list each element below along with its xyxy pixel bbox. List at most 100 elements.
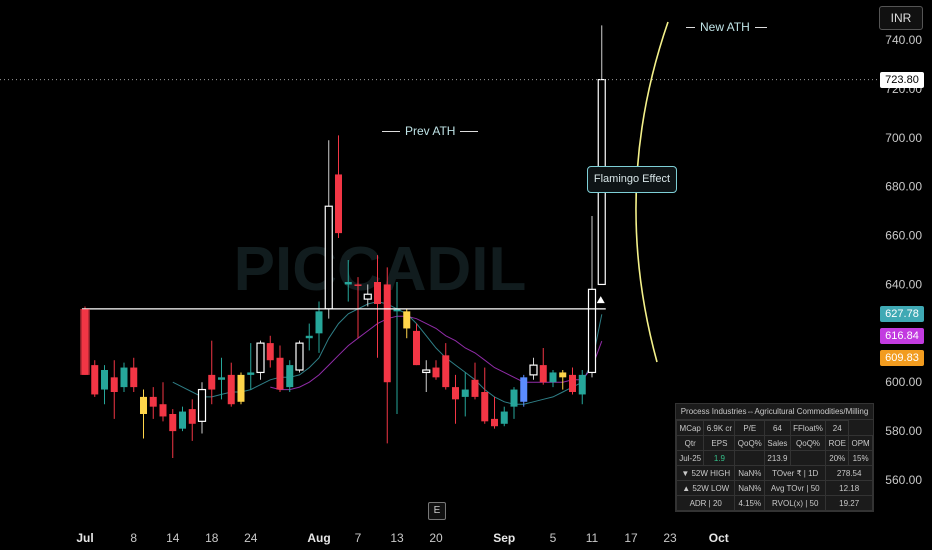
x-tick-label: 20 xyxy=(429,531,443,545)
candle-body xyxy=(461,389,469,397)
candle-body xyxy=(559,372,567,378)
candle xyxy=(597,25,606,286)
last-price-tag: 723.80 xyxy=(880,72,924,88)
prev-ath-label: Prev ATH xyxy=(377,124,483,138)
table-row: Qtr EPS QoQ% Sales QoQ% ROE OPM xyxy=(675,435,873,451)
overlays xyxy=(0,21,880,375)
currency-button[interactable]: INR xyxy=(879,6,923,30)
candle-body xyxy=(315,311,323,334)
candle-body xyxy=(140,396,147,414)
cell: 20% xyxy=(825,450,850,466)
candle xyxy=(587,216,597,378)
candle-body xyxy=(91,365,99,395)
candle xyxy=(374,255,381,358)
candle xyxy=(461,372,469,417)
candle xyxy=(110,360,118,419)
cell: ADR | 20 xyxy=(675,495,736,511)
y-tick-label: 680.00 xyxy=(885,180,922,194)
y-tick-label: 580.00 xyxy=(885,424,922,438)
cell: Sales xyxy=(764,435,791,451)
candle xyxy=(218,357,225,400)
y-tick-label: 600.00 xyxy=(885,375,922,389)
x-tick-label: Oct xyxy=(709,531,729,545)
y-tick-label: 560.00 xyxy=(885,473,922,487)
candle-body xyxy=(413,330,420,366)
cell: 12.18 xyxy=(825,480,873,496)
candle xyxy=(491,396,498,429)
cell: 19.27 xyxy=(825,495,873,511)
table-row: Jul-25 1.9 213.9 20% 15% xyxy=(675,450,873,466)
fundamentals-panel: Process Industries⇔Agricultural Commodit… xyxy=(675,403,874,512)
indicator-tag-2: 616.84 xyxy=(880,328,924,344)
cell: TOver ₹ | 1D xyxy=(764,465,827,481)
candle-body xyxy=(335,174,342,234)
candle-body xyxy=(256,342,265,374)
cell: 213.9 xyxy=(764,450,791,466)
candle xyxy=(159,382,167,422)
candle xyxy=(237,372,245,405)
cell: 278.54 xyxy=(825,465,873,481)
candle-body xyxy=(197,388,207,422)
candle xyxy=(197,382,207,434)
base-candle-highlight xyxy=(80,308,90,375)
candle xyxy=(256,340,265,380)
candle-body xyxy=(237,374,245,402)
candle-body xyxy=(539,365,547,383)
cell: NaN% xyxy=(734,480,766,496)
table-row: MCap 6.9K cr P/E 64 FFloat% 24 xyxy=(675,420,873,436)
y-tick-label: 660.00 xyxy=(885,229,922,243)
x-tick-label: 7 xyxy=(355,531,362,545)
candle-body xyxy=(578,374,586,395)
table-row: ▲ 52W LOW NaN% Avg TOvr | 50 12.18 xyxy=(675,480,873,496)
candle xyxy=(569,367,576,395)
dash-right xyxy=(754,27,767,29)
candle-body xyxy=(149,396,157,407)
candle-body xyxy=(354,284,362,286)
candle xyxy=(91,360,99,397)
new-ath-label: New ATH xyxy=(681,20,772,34)
candle-body xyxy=(101,370,108,390)
cell xyxy=(734,450,766,466)
cell: 4.15% xyxy=(734,495,766,511)
candle-body xyxy=(363,293,372,300)
sector-header: Process Industries⇔Agricultural Commodit… xyxy=(676,404,873,420)
earnings-marker[interactable]: E xyxy=(428,502,446,520)
cell: Qtr xyxy=(675,435,705,451)
flamingo-effect-label[interactable]: Flamingo Effect xyxy=(587,166,677,193)
candle xyxy=(578,370,586,405)
candle-body xyxy=(276,357,284,390)
candle-body xyxy=(130,367,138,388)
candle xyxy=(481,367,489,424)
x-tick-label: 17 xyxy=(624,531,638,545)
table-row: ▼ 52W HIGH NaN% TOver ₹ | 1D 278.54 xyxy=(675,465,873,481)
candle-body xyxy=(286,365,294,388)
candle xyxy=(354,277,362,339)
candle xyxy=(559,370,567,390)
candle-body xyxy=(374,282,381,304)
cell: Avg TOvr | 50 xyxy=(764,480,827,496)
candle xyxy=(520,374,528,407)
candle-body xyxy=(549,372,557,383)
candle xyxy=(500,406,508,427)
candle-body xyxy=(422,369,431,374)
x-tick-label: Jul xyxy=(76,531,93,545)
cell: P/E xyxy=(734,420,766,436)
candle xyxy=(335,135,342,238)
candle-body xyxy=(393,308,401,312)
x-tick-label: Aug xyxy=(307,531,330,545)
dash-right xyxy=(460,131,479,133)
candle xyxy=(140,389,147,439)
candle xyxy=(529,357,538,380)
cell: OPM xyxy=(848,435,873,451)
candle xyxy=(549,370,557,388)
cell xyxy=(789,450,827,466)
candle-body xyxy=(305,335,313,339)
candle xyxy=(422,360,431,392)
candle-body xyxy=(179,411,186,429)
y-axis: 740.00720.00700.00680.00660.00640.00620.… xyxy=(885,33,922,487)
candle xyxy=(208,340,216,405)
candle xyxy=(363,284,372,307)
x-tick-label: 8 xyxy=(130,531,137,545)
dash-left xyxy=(382,131,400,133)
candle xyxy=(413,323,420,366)
